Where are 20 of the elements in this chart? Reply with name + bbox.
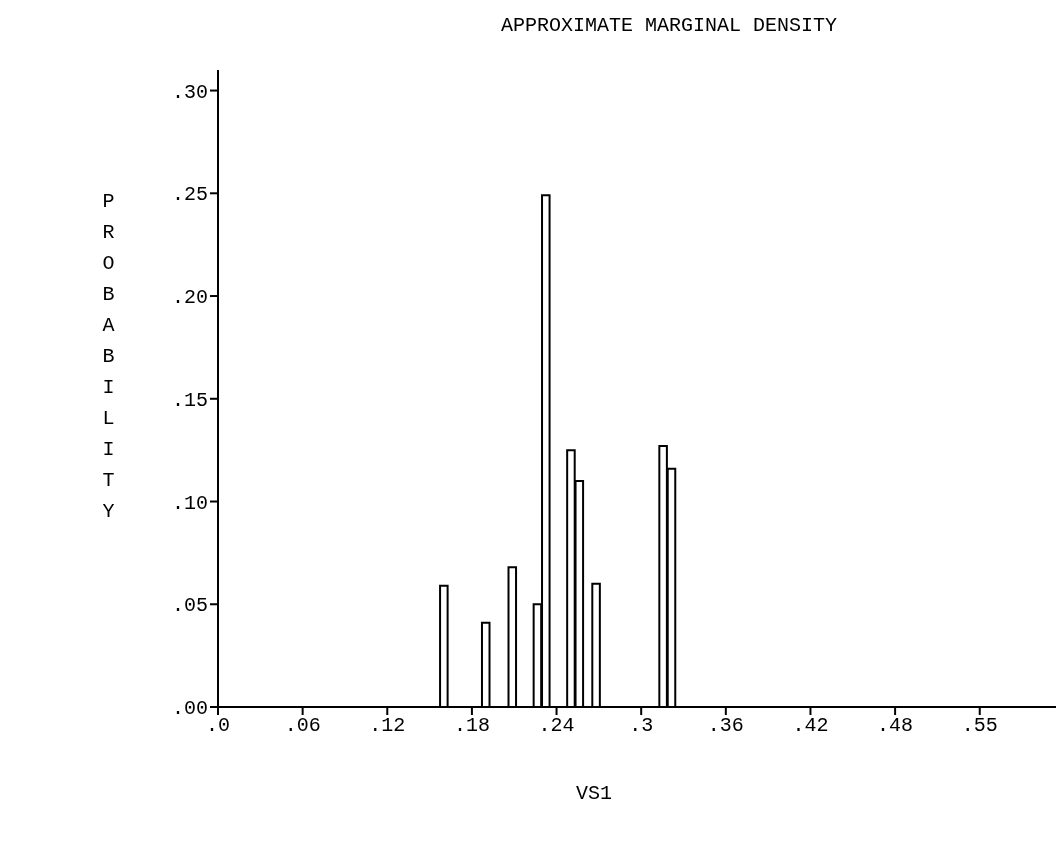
x-tick-label: .42: [792, 714, 829, 738]
y-tick-label: .10: [171, 491, 208, 515]
x-tick-label: .3: [629, 714, 654, 738]
y-tick-label: .20: [171, 286, 208, 310]
y-tick-label: .00: [171, 697, 208, 721]
x-tick-label: .18: [453, 714, 490, 738]
chart-title: APPROXIMATE MARGINAL DENSITY: [499, 14, 839, 37]
y-tick-label: .30: [171, 80, 208, 104]
x-tick-label: .12: [369, 714, 406, 738]
x-tick-label: .0: [205, 714, 231, 738]
y-tick-label: .25: [171, 183, 208, 207]
y-axis-title: PROBABILITY: [96, 190, 120, 531]
x-tick-label: .24: [538, 714, 575, 738]
x-tick-label: .55: [961, 714, 998, 738]
x-tick-label: .48: [877, 714, 914, 738]
x-tick-label: .06: [284, 714, 321, 738]
x-axis-title: VS1: [575, 782, 613, 805]
y-tick-label: .05: [171, 594, 208, 618]
y-tick-label: .15: [171, 388, 208, 412]
x-tick-label: .36: [707, 714, 744, 738]
